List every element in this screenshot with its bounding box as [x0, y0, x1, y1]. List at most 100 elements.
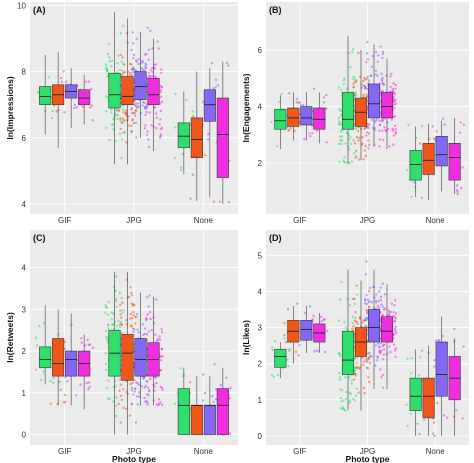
jitter-point	[377, 299, 380, 303]
jitter-point	[104, 95, 108, 98]
jitter-point	[353, 302, 356, 306]
jitter-point	[174, 402, 177, 405]
jitter-point	[116, 117, 119, 121]
jitter-point	[353, 142, 357, 145]
jitter-point	[366, 58, 370, 61]
jitter-point	[383, 126, 386, 129]
jitter-point	[338, 123, 341, 126]
panel-b: 2 4 6 GIF JPG None (B) ln(Engagements)	[241, 2, 469, 225]
x-axis-title: Photo type	[346, 454, 390, 463]
jitter-point	[141, 323, 145, 326]
jitter-point	[324, 350, 327, 354]
jitter-point	[132, 67, 135, 71]
jitter-point	[390, 302, 393, 305]
jitter-point	[380, 79, 384, 82]
jitter-point	[409, 412, 413, 415]
jitter-point	[435, 130, 438, 133]
box-body	[422, 143, 435, 175]
jitter-point	[191, 173, 195, 176]
jitter-point	[112, 400, 115, 403]
jitter-point	[148, 389, 151, 392]
jitter-point	[49, 402, 53, 405]
jitter-point	[353, 357, 356, 360]
jitter-point	[345, 87, 349, 90]
box-body	[435, 341, 448, 397]
jitter-point	[218, 200, 222, 203]
jitter-point	[147, 48, 151, 51]
jitter-point	[298, 344, 301, 347]
jitter-point	[129, 312, 132, 316]
panel-tag: (D)	[269, 233, 282, 243]
jitter-point	[313, 350, 316, 353]
jitter-point	[354, 156, 357, 159]
jitter-point	[368, 143, 371, 146]
jitter-point	[453, 340, 456, 343]
jitter-point	[405, 403, 408, 406]
jitter-point	[147, 305, 150, 308]
jitter-point	[315, 349, 318, 352]
jitter-point	[352, 75, 356, 79]
y-axis-title: ln(Impressions)	[5, 76, 15, 139]
jitter-point	[347, 148, 351, 151]
jitter-point	[348, 303, 351, 307]
box-body	[39, 86, 52, 105]
jitter-point	[340, 280, 343, 284]
jitter-point	[380, 72, 383, 75]
jitter-point	[351, 77, 354, 80]
jitter-point	[123, 131, 126, 134]
jitter-point	[355, 362, 358, 365]
jitter-point	[459, 186, 463, 190]
jitter-point	[106, 96, 110, 100]
jitter-point	[418, 433, 421, 436]
jitter-point	[117, 402, 121, 405]
jitter-point	[153, 67, 156, 70]
panel-c: 0 1 2 3 4 GIF JPG None (C) ln(Retweets) Photo type	[5, 230, 238, 463]
jitter-point	[104, 352, 108, 355]
jitter-point	[392, 143, 395, 146]
jitter-point	[342, 399, 345, 402]
jitter-point	[120, 323, 124, 327]
jitter-point	[368, 123, 371, 126]
jitter-point	[104, 368, 108, 372]
jitter-point	[55, 110, 58, 113]
jitter-point	[295, 101, 298, 104]
box-gif-series-1	[274, 342, 287, 379]
jitter-point	[388, 345, 391, 348]
jitter-point	[75, 106, 79, 109]
jitter-point	[145, 296, 149, 299]
jitter-point	[147, 138, 150, 141]
jitter-point	[119, 394, 123, 397]
jitter-point	[393, 304, 396, 307]
jitter-point	[144, 63, 148, 67]
jitter-point	[66, 380, 69, 383]
jitter-point	[203, 391, 207, 395]
jitter-point	[122, 406, 125, 410]
jitter-point	[364, 144, 367, 148]
jitter-point	[325, 141, 328, 144]
jitter-point	[453, 327, 456, 331]
jitter-point	[355, 79, 358, 82]
box-gif-series-3	[300, 305, 313, 353]
jitter-point	[378, 290, 381, 293]
jitter-point	[155, 339, 159, 343]
jitter-point	[390, 72, 393, 76]
box-body	[380, 316, 394, 343]
box-body	[203, 89, 216, 122]
jitter-point	[56, 402, 59, 406]
jitter-point	[145, 379, 148, 383]
jitter-point	[63, 340, 67, 344]
jitter-point	[410, 195, 413, 199]
box-none-series-4	[448, 117, 461, 195]
jitter-point	[132, 53, 136, 57]
jitter-point	[161, 403, 164, 407]
jitter-point	[380, 303, 383, 306]
jitter-point	[137, 331, 140, 334]
jitter-point	[135, 37, 138, 40]
jitter-point	[374, 344, 378, 347]
x-tick-label: GIF	[293, 447, 306, 456]
jitter-point	[358, 136, 361, 140]
jitter-point	[348, 399, 352, 402]
jitter-point	[381, 56, 384, 60]
box-body	[300, 106, 313, 126]
